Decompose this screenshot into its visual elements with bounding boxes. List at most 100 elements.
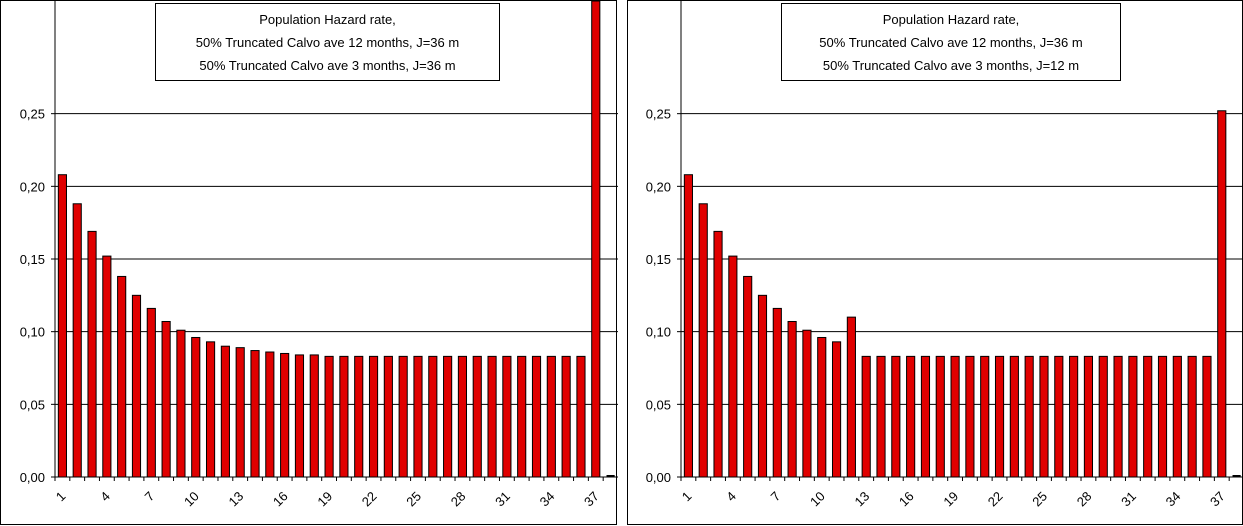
bar (472, 355, 482, 478)
x-tick-label: 22 (359, 489, 380, 510)
x-tick-label: 25 (403, 489, 424, 510)
chart-title-box-right: Population Hazard rate, 50% Truncated Ca… (781, 3, 1121, 81)
bar (802, 329, 812, 478)
chart-svg-left: 0,00 0,05 0,10 0,15 0,20 0,25 1 4 7 10 13 16 19 22 25 2… (20, 1, 618, 510)
bar (876, 355, 886, 478)
chart-panel-left: 0,00 0,05 0,10 0,15 0,20 0,25 1 4 7 10 13 16 19 22 25 2… (0, 0, 618, 525)
bar (87, 230, 97, 478)
chart-svg-right: 0,00 0,05 0,10 0,15 0,20 0,25 1 4 7 10 13 16 19 22 25 2… (646, 1, 1243, 510)
x-tick-label: 16 (896, 489, 917, 510)
x-tick-label: 1 (679, 489, 695, 505)
bar (354, 355, 364, 478)
bar (591, 1, 601, 478)
bar (131, 294, 142, 478)
x-tick-label: 19 (314, 489, 335, 510)
bar (1009, 355, 1019, 478)
y-tick-label: 0,20 (646, 179, 671, 194)
y-tick-label: 0,25 (20, 107, 45, 122)
bar (950, 355, 960, 478)
chart-title-line-3: 50% Truncated Calvo ave 3 months, J=36 m (199, 58, 456, 73)
bar (531, 355, 542, 478)
chart-title-line-1: Population Hazard rate, (259, 12, 396, 27)
x-tick-label: 28 (448, 489, 469, 510)
bar (935, 355, 945, 478)
bar (102, 255, 112, 478)
bar (861, 355, 871, 478)
x-tick-label: 37 (581, 489, 602, 510)
bar (428, 355, 438, 478)
bar (205, 341, 216, 478)
y-tick-label: 0,20 (20, 179, 45, 194)
bar (817, 336, 827, 478)
chart-panel-right: 0,00 0,05 0,10 0,15 0,20 0,25 1 4 7 10 13 16 19 22 25 2… (627, 0, 1243, 525)
bar (1024, 355, 1034, 478)
bar (383, 355, 393, 478)
bar (457, 355, 468, 478)
bar (1217, 110, 1227, 478)
bar (1143, 355, 1153, 478)
x-tick-label: 16 (270, 489, 291, 510)
x-tick-label: 22 (985, 489, 1006, 510)
bar (1157, 355, 1168, 478)
bar (1054, 355, 1064, 478)
bar (176, 329, 186, 478)
bar (891, 355, 901, 478)
bar (117, 275, 127, 478)
bar (235, 347, 245, 478)
bar (1083, 355, 1094, 478)
bar (1202, 355, 1212, 478)
bar (368, 355, 379, 478)
bar (994, 355, 1005, 478)
chart-title-box-left: Population Hazard rate, 50% Truncated Ca… (155, 3, 500, 81)
bar (1098, 355, 1108, 478)
bar (965, 355, 975, 478)
y-tick-label: 0,15 (646, 252, 671, 267)
bar (787, 320, 797, 478)
x-tick-label: 19 (940, 489, 961, 510)
bar (265, 351, 275, 478)
bar (846, 316, 856, 478)
bar (1172, 355, 1182, 478)
bar (339, 355, 349, 478)
bar (757, 294, 768, 478)
chart-title-line-2: 50% Truncated Calvo ave 12 months, J=36 … (819, 35, 1083, 50)
bar (906, 355, 916, 478)
x-tick-label: 37 (1207, 489, 1228, 510)
bar (398, 355, 408, 478)
bar (517, 355, 527, 478)
x-tick-label: 13 (851, 489, 872, 510)
x-tick-label: 4 (723, 489, 739, 505)
chart-title-line-2: 50% Truncated Calvo ave 12 months, J=36 … (195, 35, 460, 50)
bar (280, 352, 290, 478)
y-tick-label: 0,10 (646, 325, 671, 340)
x-tick-label: 31 (1118, 489, 1139, 510)
x-tick-label: 28 (1074, 489, 1095, 510)
bar (250, 350, 260, 478)
bar (1069, 355, 1079, 478)
bar (161, 320, 171, 478)
bar (324, 355, 334, 478)
x-tick-label: 10 (807, 489, 828, 510)
bar (72, 203, 82, 478)
bar (980, 355, 990, 478)
bar (772, 307, 782, 478)
x-tick-label: 7 (142, 489, 158, 505)
bar (294, 354, 305, 478)
bar (576, 355, 586, 478)
bar (502, 355, 512, 478)
bar (728, 255, 738, 478)
bar (920, 355, 931, 478)
y-tick-label: 0,05 (20, 397, 45, 412)
bar (220, 345, 230, 478)
bar (191, 336, 201, 478)
x-tick-label: 13 (225, 489, 246, 510)
bar (1128, 355, 1138, 478)
bar (487, 355, 497, 478)
bar (1187, 355, 1197, 478)
y-tick-label: 0,05 (646, 397, 671, 412)
bar (1039, 355, 1049, 478)
x-tick-label: 25 (1029, 489, 1050, 510)
y-tick-label: 0,10 (20, 325, 45, 340)
x-tick-label: 31 (492, 489, 513, 510)
chart-title-line-3: 50% Truncated Calvo ave 3 months, J=12 m (822, 58, 1080, 73)
